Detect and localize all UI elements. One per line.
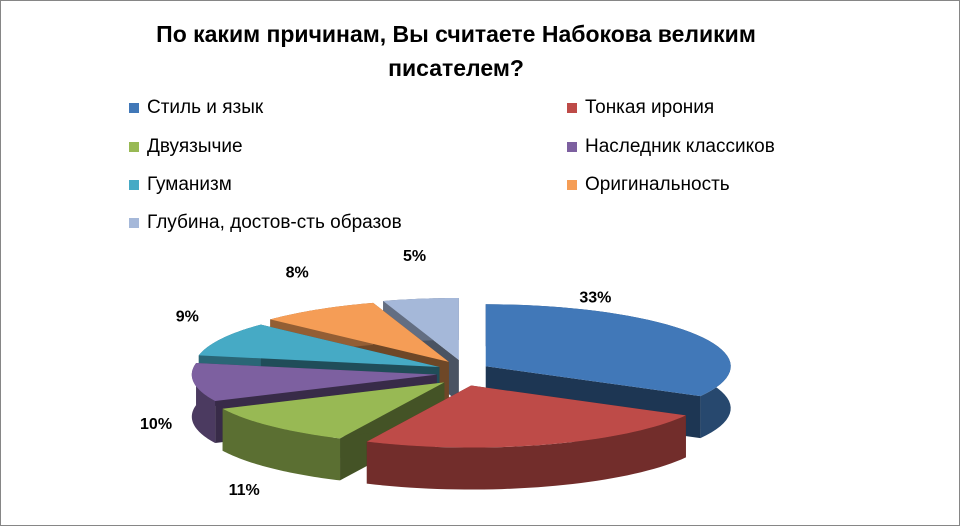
legend-swatch [129,218,139,228]
legend-item: Тонкая ирония [567,97,714,119]
legend-label: Гуманизм [147,174,232,195]
pie-slice [366,385,686,490]
legend-item: Стиль и язык [129,97,263,119]
legend-item: Наследник классиков [567,136,775,158]
slice-top [191,363,437,402]
chart-title: По каким причинам, Вы считаете Набокова … [156,21,756,81]
slice-outer-wall [366,415,686,490]
data-label: 5% [403,248,426,265]
legend-item: Гуманизм [129,174,232,196]
slice-top [383,297,459,360]
pie-slice [222,382,445,481]
legend-label: Тонкая ирония [585,97,715,118]
legend-item: Двуязычие [129,136,243,158]
data-label: 9% [176,309,199,326]
legend-label: Глубина, достов-сть образов [147,212,402,233]
legend-swatch [567,103,577,113]
slice-top [366,385,686,448]
slice-top [485,304,731,397]
data-label: 8% [286,264,309,281]
legend-label: Двуязычие [147,136,243,157]
slice-outer-wall [222,408,341,481]
slice-top [198,324,440,368]
legend-swatch [567,180,577,190]
legend-swatch [129,180,139,190]
slice-top [270,302,449,362]
legend-swatch [129,142,139,152]
legend-swatch [567,142,577,152]
legend-label: Оригинальность [585,174,730,195]
legend-swatch [129,103,139,113]
data-label: 10% [140,416,172,433]
slice-top [222,382,445,439]
legend-label: Наследник классиков [585,136,775,157]
legend-item: Глубина, достов-сть образов [129,212,402,234]
data-label: 33% [579,290,611,307]
legend-label: Стиль и язык [147,97,264,118]
legend-item: Оригинальность [567,174,730,196]
data-label: 11% [229,482,260,499]
slice-outer-wall [191,363,216,444]
